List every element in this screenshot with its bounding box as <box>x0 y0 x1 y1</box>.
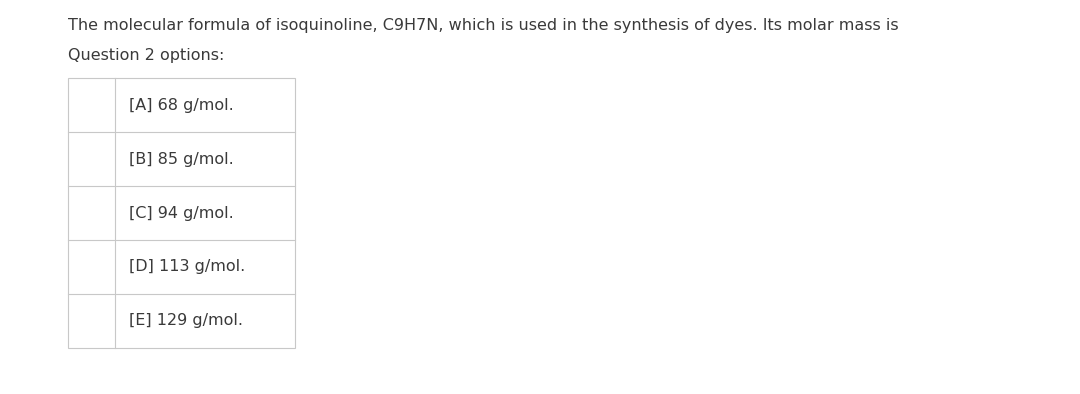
Bar <box>68 78 295 348</box>
Text: The molecular formula of isoquinoline, C9H7N, which is used in the synthesis of : The molecular formula of isoquinoline, C… <box>68 18 899 33</box>
Text: [A] 68 g/mol.: [A] 68 g/mol. <box>129 97 233 113</box>
Text: [D] 113 g/mol.: [D] 113 g/mol. <box>129 260 245 275</box>
Text: [C] 94 g/mol.: [C] 94 g/mol. <box>129 206 233 221</box>
Text: [B] 85 g/mol.: [B] 85 g/mol. <box>129 152 233 167</box>
Text: Question 2 options:: Question 2 options: <box>68 48 225 63</box>
Text: [E] 129 g/mol.: [E] 129 g/mol. <box>129 314 243 329</box>
